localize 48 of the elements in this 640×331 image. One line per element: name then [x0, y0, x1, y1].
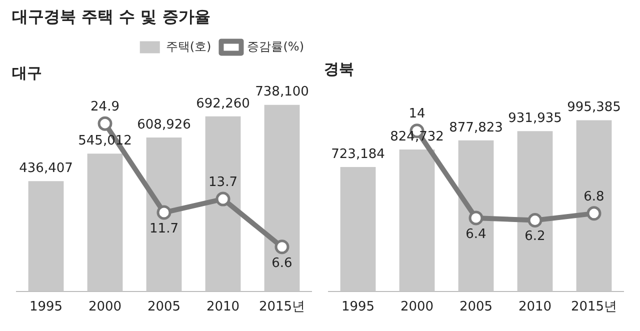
- bar: [205, 116, 241, 292]
- bar: [399, 150, 435, 292]
- data-label: 13.7: [208, 174, 238, 190]
- x-tick-label: 2010: [518, 300, 552, 315]
- chart-subtitle: 경북: [324, 60, 354, 78]
- x-tick-label: 2015년: [258, 300, 306, 315]
- data-label: 6.6: [272, 256, 292, 271]
- point: [216, 192, 230, 206]
- data-label: 11.7: [150, 221, 178, 236]
- bar: [87, 154, 123, 292]
- chart-subtitle: 대구: [12, 64, 42, 82]
- data-label: 608,926: [137, 117, 191, 132]
- chart-title: 대구경북 주택 수 및 증가율: [12, 6, 210, 26]
- x-tick-label: 2005: [459, 300, 493, 315]
- x-tick-label: 2015년: [570, 300, 618, 315]
- x-tick-label: 2000: [400, 300, 434, 315]
- point: [528, 213, 542, 228]
- point: [468, 210, 484, 226]
- bar: [28, 181, 64, 292]
- bar: [458, 140, 494, 292]
- bar: [576, 120, 612, 292]
- data-label: 877,823: [449, 120, 503, 136]
- point: [274, 240, 290, 254]
- x-tick-label: 1995: [29, 300, 63, 315]
- legend-label: 증감률(%): [247, 39, 304, 54]
- data-label: 995,385: [567, 100, 621, 116]
- x-tick-label: 2005: [147, 300, 181, 315]
- data-label: 6.4: [466, 226, 486, 242]
- x-tick-label: 2010: [206, 300, 240, 315]
- data-label: 692,260: [196, 96, 250, 112]
- point: [156, 205, 172, 220]
- data-label: 931,935: [508, 110, 562, 126]
- point: [586, 206, 602, 221]
- data-label: 6.8: [584, 189, 604, 204]
- data-label: 738,100: [255, 84, 309, 100]
- bar: [264, 104, 300, 292]
- data-label: 14: [408, 106, 426, 122]
- data-label: 436,407: [19, 160, 73, 176]
- legend-label: 주택(호): [166, 39, 212, 54]
- bar: [340, 167, 376, 292]
- data-label: 6.2: [524, 229, 546, 244]
- bar: [517, 131, 553, 292]
- x-tick-label: 1995: [341, 300, 375, 315]
- data-label: 24.9: [90, 99, 120, 114]
- point: [98, 116, 112, 131]
- x-tick-label: 2000: [88, 300, 122, 315]
- data-label: 723,184: [331, 146, 385, 162]
- bar: [146, 137, 182, 292]
